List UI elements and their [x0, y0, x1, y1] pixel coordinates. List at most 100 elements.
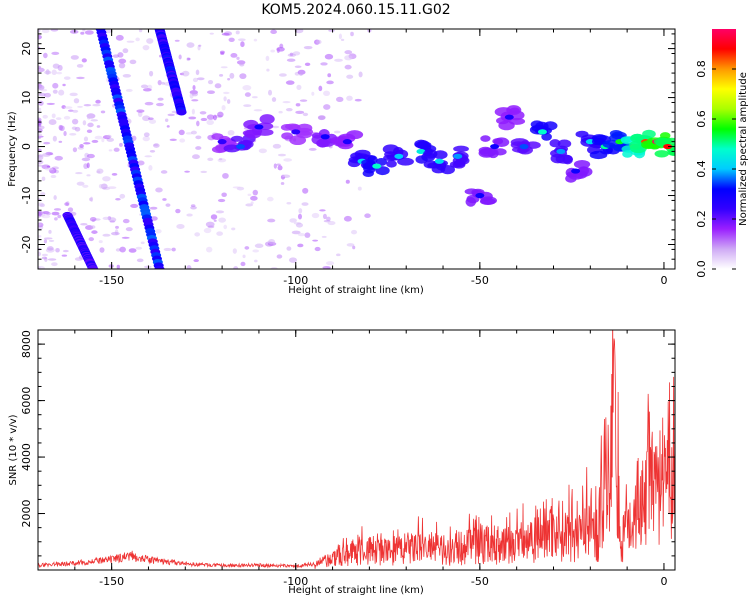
heatmap-noise-cell — [38, 133, 43, 137]
heatmap-noise-cell — [221, 32, 230, 36]
heatmap-noise-cell — [222, 172, 229, 179]
heatmap-noise-cell — [92, 103, 101, 107]
heatmap-noise-cell — [206, 246, 213, 253]
heatmap-noise-cell — [99, 247, 105, 253]
heatmap-noise-cell — [192, 84, 196, 91]
snr-x-axis-label: Height of straight line (km) — [288, 585, 424, 596]
heatmap-band-halo-cell — [654, 150, 669, 158]
heatmap-noise-cell — [232, 248, 237, 254]
heatmap-noise-cell — [203, 227, 212, 234]
heatmap-noise-cell — [55, 247, 60, 253]
heatmap-band-cell — [416, 148, 426, 155]
heatmap-noise-cell — [76, 181, 85, 186]
heatmap-noise-cell — [38, 164, 44, 167]
heatmap-noise-cell — [38, 136, 42, 140]
heatmap-noise-cell — [80, 31, 85, 35]
heatmap-noise-cell — [302, 187, 309, 194]
heatmap-noise-cell — [122, 48, 129, 54]
heatmap-noise-cell — [194, 232, 201, 237]
heatmap-band-halo-cell — [591, 134, 607, 142]
heatmap-noise-cell — [338, 33, 343, 40]
heatmap-noise-cell — [73, 98, 80, 104]
heatmap-noise-cell — [147, 117, 154, 121]
heatmap-noise-cell — [82, 29, 86, 32]
x-tick-label: -150 — [99, 274, 124, 287]
heatmap-band-cell — [571, 168, 581, 174]
heatmap-noise-cell — [209, 32, 214, 35]
heatmap-noise-cell — [253, 109, 263, 112]
y-tick-label: 2000 — [20, 500, 33, 528]
snr-series-line — [38, 330, 675, 569]
heatmap-band-halo-cell — [543, 121, 558, 131]
heatmap-noise-cell — [102, 216, 110, 220]
heatmap-noise-cell — [190, 206, 197, 210]
heatmap-noise-cell — [81, 58, 87, 63]
heatmap-band-cell — [663, 143, 673, 150]
heatmap-noise-cell — [253, 38, 258, 42]
heatmap-band-halo-cell — [589, 150, 608, 160]
x-tick-label: -150 — [99, 575, 124, 588]
heatmap-band-halo-cell — [289, 135, 307, 146]
heatmap-noise-cell — [199, 111, 207, 115]
heatmap-noise-cell — [115, 34, 124, 41]
heatmap-noise-cell — [270, 49, 276, 53]
heatmap-noise-cell — [191, 92, 198, 97]
heatmap-noise-cell — [198, 44, 202, 47]
heatmap-noise-cell — [51, 51, 60, 55]
heatmap-noise-cell — [171, 247, 176, 252]
heatmap-noise-cell — [50, 29, 59, 32]
heatmap-band-halo-cell — [256, 128, 274, 136]
heatmap-noise-cell — [213, 114, 217, 121]
heatmap-noise-cell — [320, 62, 328, 66]
heatmap-noise-cell — [350, 229, 358, 235]
heatmap-noise-cell — [229, 72, 235, 79]
heatmap-noise-cell — [90, 196, 94, 202]
heatmap-noise-cell — [357, 186, 362, 191]
heatmap-noise-cell — [38, 222, 41, 228]
heatmap-noise-cell — [244, 92, 251, 97]
heatmap-band-halo-cell — [440, 164, 455, 175]
heatmap-noise-cell — [163, 247, 172, 252]
heatmap-band-halo-cell — [549, 139, 561, 148]
heatmap-noise-cell — [48, 229, 52, 234]
heatmap-noise-cell — [140, 84, 149, 89]
heatmap-noise-cell — [175, 208, 181, 214]
heatmap-noise-cell — [245, 203, 254, 207]
heatmap-noise-cell — [294, 65, 302, 68]
spectrogram-panel: -150 -100 -50 0 20 10 0 -10 -20 Height of straig… — [7, 28, 676, 296]
heatmap-noise-cell — [157, 80, 162, 86]
heatmap-noise-cell — [48, 239, 55, 242]
heatmap-noise-cell — [200, 117, 208, 122]
heatmap-noise-cell — [223, 224, 228, 230]
heatmap-band-halo-cell — [285, 123, 301, 130]
heatmap-noise-cell — [219, 74, 224, 77]
heatmap-noise-cell — [42, 114, 48, 119]
heatmap-noise-cell — [277, 165, 283, 171]
heatmap-band-cell — [556, 148, 566, 155]
heatmap-noise-cell — [336, 253, 341, 257]
heatmap-band-halo-cell — [453, 145, 469, 152]
heatmap-noise-cell — [52, 135, 57, 142]
heatmap-noise-cell — [233, 266, 239, 269]
heatmap-noise-cell — [38, 235, 42, 238]
heatmap-noise-cell — [295, 222, 304, 228]
heatmap-noise-cell — [57, 64, 63, 71]
heatmap-noise-cell — [143, 132, 150, 137]
heatmap-noise-cell — [76, 76, 85, 80]
heatmap-noise-cell — [107, 186, 117, 190]
heatmap-noise-cell — [227, 77, 231, 81]
heatmap-noise-cell — [268, 239, 276, 245]
heatmap-noise-cell — [207, 80, 214, 85]
heatmap-noise-cell — [188, 116, 197, 120]
heatmap-noise-cell — [63, 115, 71, 120]
heatmap-noise-cell — [193, 259, 199, 263]
heatmap-noise-cell — [266, 68, 270, 72]
heatmap-noise-cell — [44, 70, 52, 75]
heatmap-noise-cell — [221, 192, 227, 198]
heatmap-noise-cell — [254, 243, 264, 248]
heatmap-noise-cell — [148, 119, 157, 124]
heatmap-noise-cell — [179, 138, 186, 143]
heatmap-noise-cell — [242, 254, 246, 259]
heatmap-noise-cell — [71, 118, 79, 125]
